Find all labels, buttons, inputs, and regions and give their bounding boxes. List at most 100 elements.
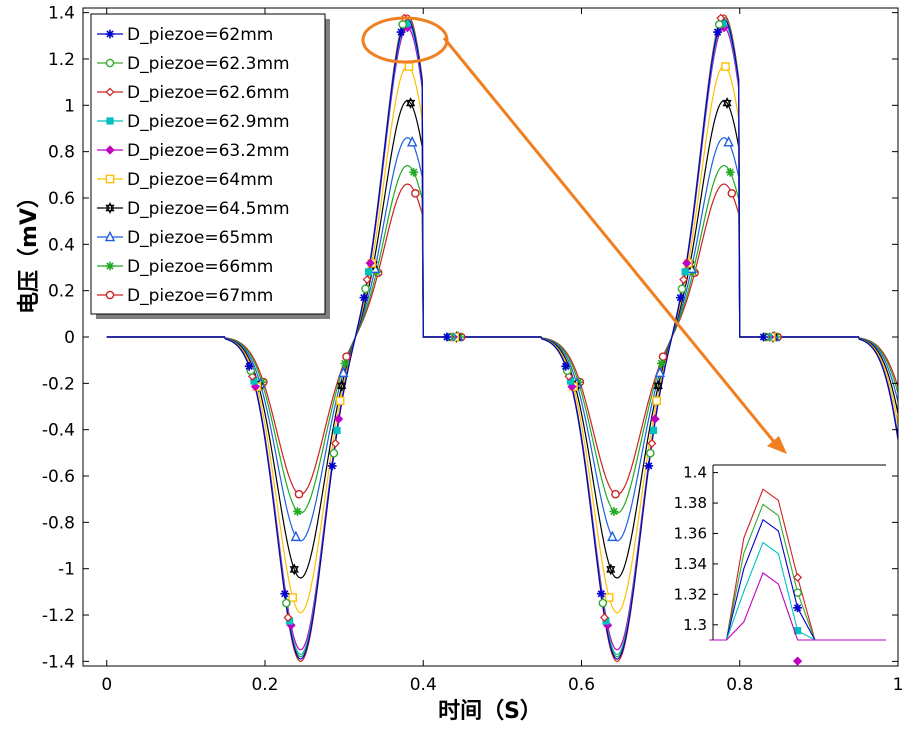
data-point — [681, 268, 689, 276]
inset-series-line — [709, 572, 886, 641]
data-point — [725, 167, 735, 177]
data-point — [652, 396, 661, 406]
data-point — [723, 136, 734, 147]
x-tick-label: 0.4 — [410, 675, 437, 695]
inset-tick-label: 1.36 — [674, 524, 707, 542]
data-point — [396, 27, 406, 37]
data-point — [442, 332, 452, 342]
legend-marker — [105, 202, 115, 214]
data-point — [406, 136, 418, 147]
data-point — [722, 97, 732, 109]
y-tick-label: -0.6 — [42, 467, 75, 487]
data-point — [329, 448, 339, 458]
data-point — [677, 284, 687, 294]
x-tick-label: 1 — [893, 675, 903, 695]
data-point — [362, 275, 372, 285]
legend-entry: D_piezoe=62.3mm — [127, 54, 290, 74]
y-tick-label: -0.2 — [42, 374, 75, 394]
data-point — [759, 332, 768, 342]
data-point — [654, 366, 666, 378]
data-point — [566, 377, 575, 385]
inset-zoom: 1.4 1.38 1.36 1.34 1.32 1.3 — [674, 464, 886, 666]
legend-marker — [105, 87, 115, 97]
y-axis-label: 电压（mV） — [17, 186, 42, 314]
data-point — [598, 598, 608, 608]
x-tick-label: 0.8 — [726, 675, 753, 695]
data-point — [294, 489, 304, 499]
y-tick-label: -1.2 — [42, 606, 75, 626]
data-point — [361, 284, 370, 294]
data-point — [282, 598, 291, 608]
data-point — [250, 377, 258, 385]
data-point — [244, 361, 254, 371]
data-point — [606, 563, 616, 576]
legend-entry: D_piezoe=65mm — [127, 228, 273, 248]
inset-tick-label: 1.34 — [674, 555, 707, 573]
legend-entry: D_piezoe=62.6mm — [127, 83, 290, 103]
legend-entry: D_piezoe=66mm — [127, 257, 273, 277]
inset-tick-label: 1.38 — [674, 494, 707, 512]
legend-marker — [105, 58, 115, 68]
x-tick-label: 0.6 — [568, 675, 595, 695]
y-tick-label: 0.8 — [48, 143, 75, 163]
data-point — [365, 258, 375, 268]
legend: D_piezoe=62mm D_piezoe=62.3mm D_piezoe=62.… — [90, 13, 330, 319]
inset-data-point — [793, 588, 802, 597]
x-axis-label: 时间（S） — [438, 699, 542, 724]
data-point — [289, 563, 299, 576]
data-point — [602, 617, 610, 625]
data-point — [338, 366, 349, 378]
data-point — [609, 507, 619, 516]
data-point — [596, 589, 606, 599]
y-tick-label: 1 — [64, 96, 75, 116]
data-point — [646, 448, 655, 458]
data-point — [676, 293, 685, 303]
data-point — [365, 268, 373, 276]
data-point — [564, 371, 574, 381]
data-point — [599, 613, 609, 622]
data-point — [288, 593, 297, 602]
data-point — [280, 589, 290, 599]
data-point — [658, 352, 668, 361]
data-point — [409, 167, 419, 177]
data-point — [333, 426, 341, 435]
inset-data-point — [793, 572, 803, 582]
data-point — [283, 613, 293, 622]
legend-marker — [105, 29, 115, 39]
data-point — [713, 27, 722, 37]
y-tick-label: -1 — [58, 560, 75, 580]
legend-box — [90, 13, 326, 315]
y-tick-label: 1.2 — [48, 50, 75, 70]
inset-tick-label: 1.4 — [683, 464, 707, 482]
data-point — [404, 62, 414, 71]
x-tick-label: 0.2 — [251, 675, 278, 695]
legend-entry: D_piezoe=62.9mm — [127, 112, 290, 132]
data-point — [290, 530, 302, 542]
data-point — [682, 258, 692, 268]
y-tick-label: -0.8 — [42, 513, 75, 533]
data-point — [359, 293, 369, 303]
data-point — [561, 361, 571, 371]
y-tick-label: 0.4 — [48, 235, 75, 255]
data-point — [727, 189, 737, 198]
data-point — [650, 414, 660, 424]
zoom-arrowhead — [767, 436, 787, 454]
legend-marker — [105, 145, 115, 155]
data-point — [330, 438, 340, 448]
data-point — [340, 358, 350, 368]
legend-marker — [105, 290, 115, 300]
y-tick-label: 0.6 — [48, 189, 75, 209]
y-tick-label: -0.4 — [42, 421, 75, 441]
legend-entry: D_piezoe=63.2mm — [127, 141, 290, 161]
legend-marker — [104, 230, 116, 242]
data-point — [411, 189, 420, 198]
data-point — [603, 620, 613, 630]
data-point — [337, 379, 347, 392]
x-tick-label: 0 — [101, 675, 112, 695]
y-tick-label: 1.4 — [48, 4, 75, 24]
inset-data-point — [792, 656, 803, 666]
data-point — [406, 97, 416, 109]
y-tick-label: -1.4 — [42, 652, 75, 672]
data-point — [653, 379, 663, 392]
